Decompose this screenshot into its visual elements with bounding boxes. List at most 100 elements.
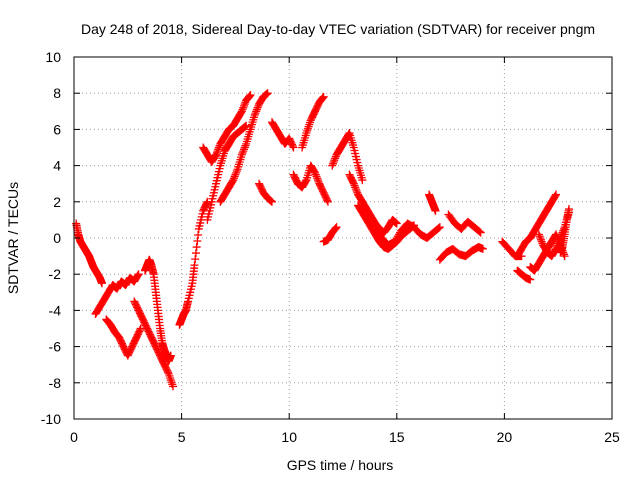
data-point xyxy=(232,167,241,176)
data-point xyxy=(242,121,251,130)
series-arc-12 xyxy=(298,92,328,152)
data-point xyxy=(241,141,250,150)
data-point xyxy=(251,109,260,118)
data-point xyxy=(351,183,360,192)
data-point xyxy=(134,270,143,279)
data-point xyxy=(331,224,340,233)
data-point xyxy=(193,237,202,246)
data-point xyxy=(330,156,339,165)
axis-ticks: 0 5 10 15 20 25 -10 -8 -6 -4 -2 0 2 4 6 8 10 xyxy=(41,49,620,445)
data-point xyxy=(560,252,569,261)
data-point xyxy=(331,224,340,233)
data-point xyxy=(238,148,247,157)
y-axis-label: SDTVAR / TECUs xyxy=(5,182,21,294)
series-arc-24 xyxy=(513,266,535,284)
data-point xyxy=(535,232,544,241)
data-point xyxy=(239,147,248,156)
data-point xyxy=(328,159,337,168)
data-point xyxy=(318,94,327,103)
series-arc-6 xyxy=(175,197,212,329)
data-point xyxy=(250,110,259,119)
data-point xyxy=(313,174,322,183)
data-point xyxy=(314,177,323,186)
data-point xyxy=(232,168,241,177)
data-point xyxy=(323,197,332,206)
series-arc-9 xyxy=(216,89,272,206)
series-arc-8 xyxy=(203,121,251,224)
series-arc-21 xyxy=(444,210,485,237)
data-point xyxy=(478,244,487,253)
series-arc-3 xyxy=(102,315,145,360)
data-point xyxy=(431,206,440,215)
data-point xyxy=(214,143,223,152)
data-point xyxy=(313,176,322,185)
series-arc-1 xyxy=(72,219,106,288)
data-point xyxy=(318,93,327,102)
data-point xyxy=(352,186,361,195)
data-point xyxy=(97,279,106,288)
data-point xyxy=(166,351,175,360)
x-tick-label: 10 xyxy=(281,429,297,445)
data-point xyxy=(212,148,221,157)
data-point xyxy=(526,275,535,284)
data-point xyxy=(349,178,358,187)
y-tick-label: 8 xyxy=(53,85,61,101)
data-point xyxy=(288,141,297,150)
data-point xyxy=(537,237,546,246)
y-tick-label: -6 xyxy=(49,339,62,355)
data-points xyxy=(72,89,573,391)
data-point xyxy=(240,100,249,109)
y-tick-label: -2 xyxy=(49,266,62,282)
series-arc-14 xyxy=(319,223,341,246)
data-point xyxy=(554,237,563,246)
series-arc-4 xyxy=(130,297,177,391)
data-point xyxy=(551,191,560,200)
data-point xyxy=(552,190,561,199)
data-point xyxy=(231,170,240,179)
data-point xyxy=(435,223,444,232)
y-tick-label: -4 xyxy=(49,302,62,318)
x-tick-label: 20 xyxy=(497,429,513,445)
data-point xyxy=(240,143,249,152)
y-tick-label: 10 xyxy=(45,49,61,65)
series-arc-11 xyxy=(267,118,298,152)
y-tick-label: -10 xyxy=(41,411,61,427)
data-point xyxy=(267,197,276,206)
series-arc-5 xyxy=(141,255,175,366)
data-point xyxy=(214,145,223,154)
data-point xyxy=(323,196,332,205)
data-point xyxy=(237,107,246,116)
data-point xyxy=(252,105,261,114)
data-point xyxy=(163,368,172,377)
data-point xyxy=(191,255,200,264)
data-point xyxy=(312,172,321,181)
data-point xyxy=(202,199,211,208)
data-point xyxy=(534,230,543,239)
data-point xyxy=(240,101,249,110)
data-point xyxy=(331,154,340,163)
x-tick-label: 5 xyxy=(178,429,186,445)
x-tick-label: 25 xyxy=(604,429,620,445)
data-point xyxy=(212,150,221,159)
data-point xyxy=(328,161,337,170)
y-tick-label: 6 xyxy=(53,121,61,137)
series-arc-23 xyxy=(513,190,561,261)
data-point xyxy=(245,91,254,100)
chart-title: Day 248 of 2018, Sidereal Day-to-day VTE… xyxy=(81,21,595,37)
series-arc-20 xyxy=(435,243,487,264)
data-point xyxy=(263,89,272,98)
data-point xyxy=(237,150,246,159)
data-point xyxy=(319,92,328,101)
data-point xyxy=(564,205,573,214)
series-arc-27 xyxy=(556,205,573,257)
series-arc-15 xyxy=(328,129,367,185)
series-arc-19 xyxy=(425,190,440,215)
series-arc-2 xyxy=(91,270,143,319)
data-point xyxy=(133,271,142,280)
data-point xyxy=(253,103,262,112)
series-arc-7 xyxy=(199,91,255,166)
data-point xyxy=(194,230,203,239)
data-point xyxy=(245,92,254,101)
data-point xyxy=(349,179,358,188)
data-point xyxy=(238,105,247,114)
